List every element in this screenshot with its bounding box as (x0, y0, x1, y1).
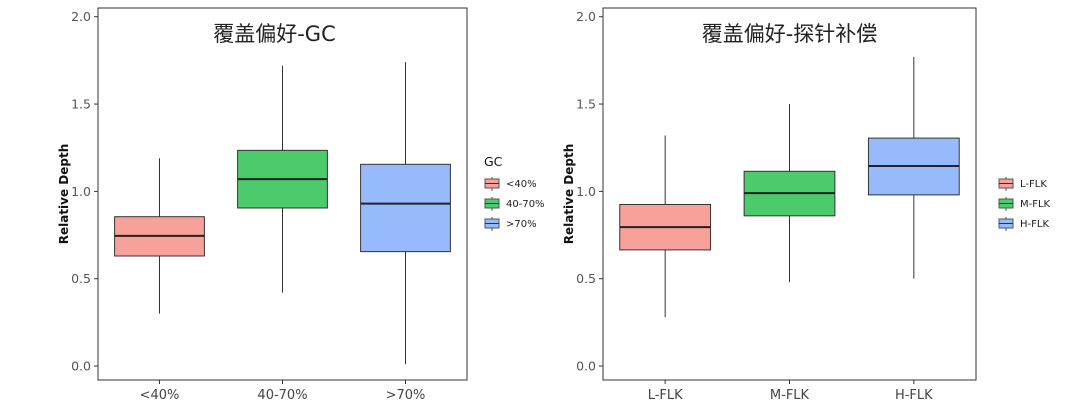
legend-label: <40% (506, 179, 537, 190)
legend-item: L-FLK (998, 177, 1047, 191)
y-tick-label: 0.0 (576, 359, 596, 374)
legend-label: L-FLK (1020, 179, 1047, 190)
y-tick-label: 1.0 (71, 184, 91, 199)
box-2 (743, 104, 836, 283)
box-1 (619, 135, 712, 318)
y-axis-label: Relative Depth (57, 144, 71, 245)
y-tick-label: 1.0 (576, 184, 596, 199)
x-tick-label: M-FLK (770, 388, 810, 403)
chart-title: 覆盖偏好-探针补偿 (702, 22, 878, 46)
legend-item: <40% (484, 177, 537, 191)
x-tick-label: L-FLK (648, 388, 683, 403)
box-2 (237, 65, 328, 293)
legend-item: H-FLK (998, 217, 1049, 231)
chart-title: 覆盖偏好-GC (213, 22, 336, 46)
y-tick-label: 1.5 (71, 97, 91, 112)
box-3 (360, 62, 451, 365)
x-tick-label: <40% (140, 388, 180, 403)
chart-panel-1: 覆盖偏好-GC 0.0 0.5 1.0 1.5 2.0 Relative Depth <40%… (57, 7, 545, 403)
x-tick-label: 40-70% (257, 388, 307, 403)
box-body (360, 163, 451, 253)
legend-label: M-FLK (1020, 199, 1051, 210)
legend-label: >70% (506, 219, 537, 230)
legend-item: 40-70% (484, 197, 545, 211)
legend-title: GC (484, 154, 503, 169)
legend: GC<40% 40-70% >70% (484, 154, 545, 231)
x-tick-label: H-FLK (895, 388, 933, 403)
legend-label: H-FLK (1020, 219, 1049, 230)
y-tick-label: 1.5 (576, 97, 596, 112)
legend-item: >70% (484, 217, 537, 231)
legend-label: 40-70% (506, 199, 545, 210)
box-1 (114, 158, 205, 314)
chart-panel-2: 覆盖偏好-探针补偿 0.0 0.5 1.0 1.5 2.0 Relative Depth L-… (562, 7, 1051, 403)
y-tick-label: 0.0 (71, 359, 91, 374)
y-tick-label: 2.0 (576, 9, 596, 24)
y-tick-label: 0.5 (576, 271, 596, 286)
legend-item: M-FLK (998, 197, 1051, 211)
y-axis-label: Relative Depth (562, 144, 576, 245)
box-3 (867, 56, 960, 279)
x-tick-label: >70% (386, 388, 426, 403)
legend: L-FLK M-FLK H-FLK (998, 177, 1051, 231)
y-tick-label: 0.5 (71, 271, 91, 286)
y-tick-label: 2.0 (71, 9, 91, 24)
